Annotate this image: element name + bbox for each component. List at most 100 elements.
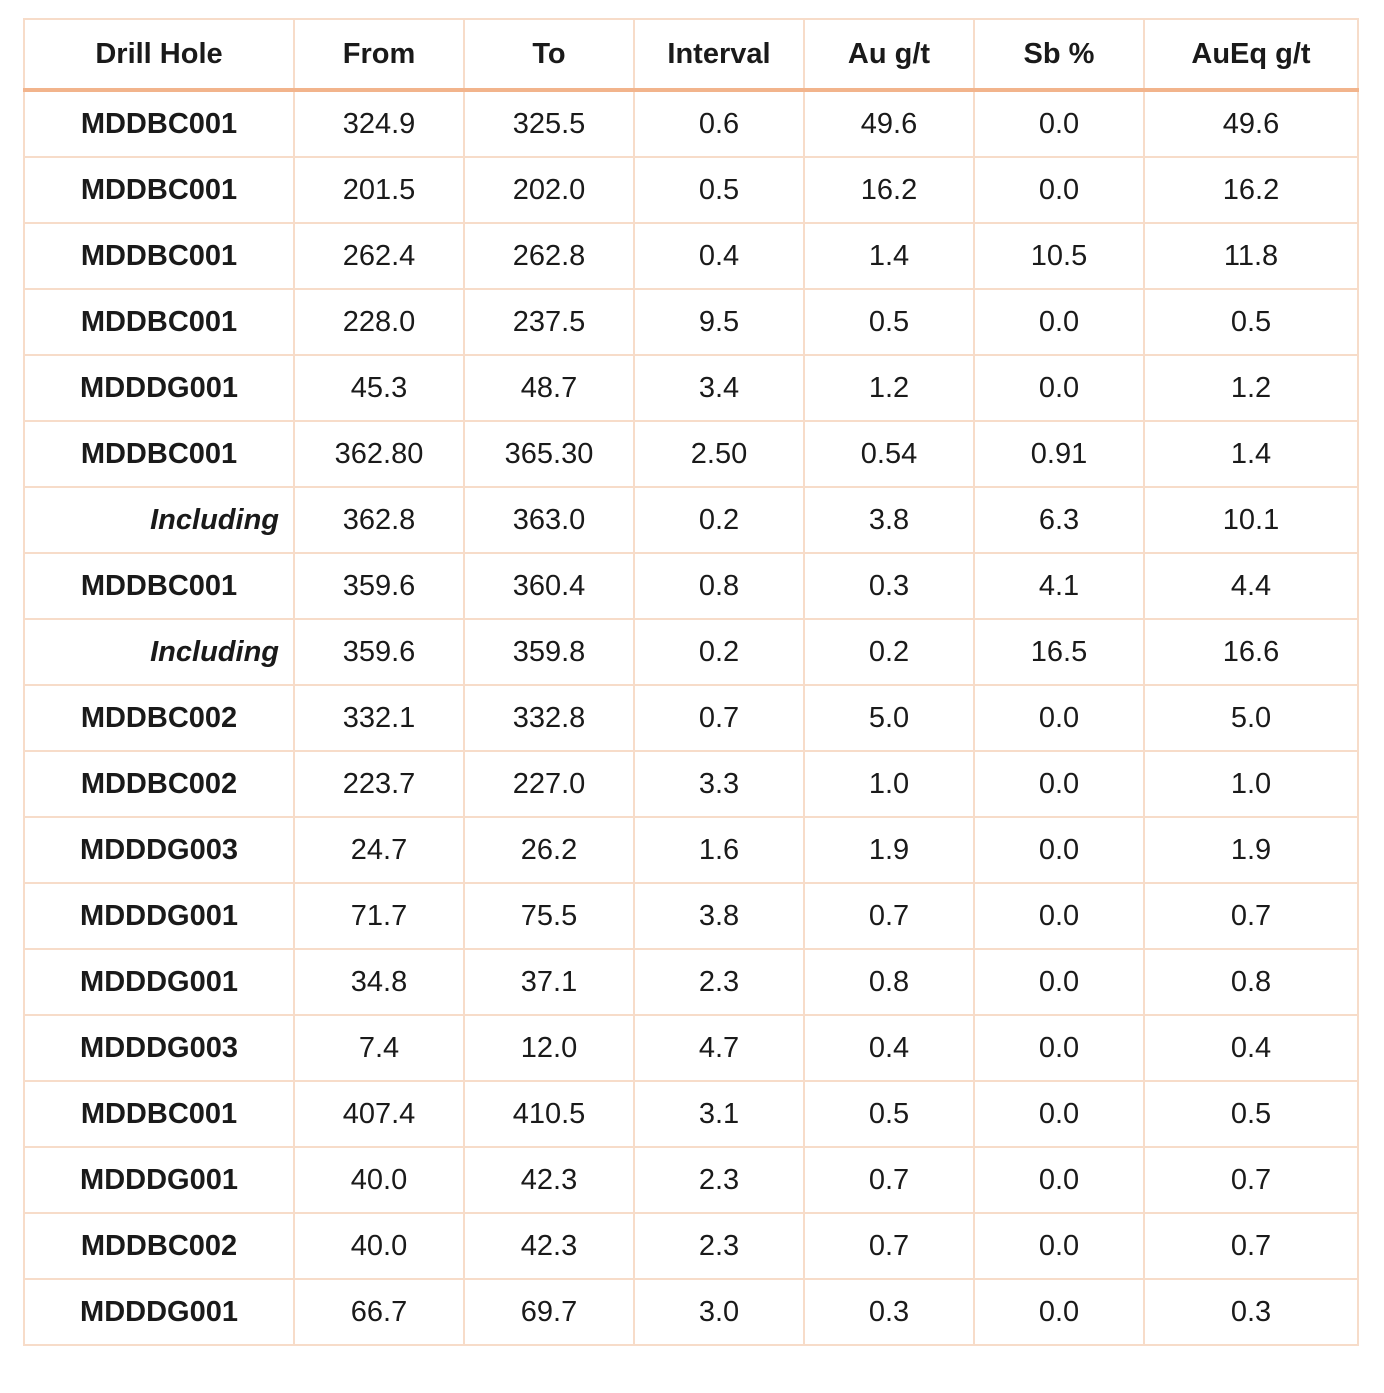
cell-drill-hole: MDDBC001	[23, 156, 295, 224]
cell-aueq: 16.2	[1143, 156, 1359, 224]
cell-au: 0.5	[803, 1080, 975, 1148]
cell-au: 0.2	[803, 618, 975, 686]
cell-from: 66.7	[293, 1278, 465, 1346]
table-row: MDDDG003 24.7 26.2 1.6 1.9 0.0 1.9	[23, 816, 1359, 884]
table-row: MDDDG001 71.7 75.5 3.8 0.7 0.0 0.7	[23, 882, 1359, 950]
cell-au: 0.3	[803, 552, 975, 620]
cell-to: 410.5	[463, 1080, 635, 1148]
cell-to: 237.5	[463, 288, 635, 356]
cell-drill-hole: MDDDG001	[23, 1278, 295, 1346]
cell-sb: 0.0	[973, 1146, 1145, 1214]
cell-from: 71.7	[293, 882, 465, 950]
cell-au: 1.9	[803, 816, 975, 884]
cell-drill-hole: MDDBC001	[23, 420, 295, 488]
cell-drill-hole: MDDDG003	[23, 816, 295, 884]
cell-interval: 3.4	[633, 354, 805, 422]
cell-au: 0.4	[803, 1014, 975, 1082]
cell-sb: 0.0	[973, 156, 1145, 224]
cell-aueq: 16.6	[1143, 618, 1359, 686]
cell-drill-hole: MDDBC002	[23, 1212, 295, 1280]
cell-drill-hole: MDDDG001	[23, 354, 295, 422]
cell-aueq: 1.4	[1143, 420, 1359, 488]
cell-from: 407.4	[293, 1080, 465, 1148]
cell-drill-hole: MDDBC001	[23, 288, 295, 356]
drill-results-table-container: Drill Hole From To Interval Au g/t Sb % …	[23, 18, 1359, 1346]
cell-aueq: 49.6	[1143, 89, 1359, 158]
cell-to: 42.3	[463, 1146, 635, 1214]
cell-interval: 3.1	[633, 1080, 805, 1148]
cell-aueq: 0.3	[1143, 1278, 1359, 1346]
cell-to: 75.5	[463, 882, 635, 950]
cell-au: 16.2	[803, 156, 975, 224]
cell-drill-hole: MDDDG001	[23, 882, 295, 950]
cell-aueq: 0.7	[1143, 882, 1359, 950]
cell-interval: 9.5	[633, 288, 805, 356]
cell-sb: 0.0	[973, 1212, 1145, 1280]
cell-aueq: 0.8	[1143, 948, 1359, 1016]
cell-aueq: 1.9	[1143, 816, 1359, 884]
table-body: MDDBC001 324.9 325.5 0.6 49.6 0.0 49.6 MDDBC001…	[23, 89, 1359, 1346]
cell-from: 223.7	[293, 750, 465, 818]
cell-from: 45.3	[293, 354, 465, 422]
cell-aueq: 0.5	[1143, 1080, 1359, 1148]
cell-au: 0.54	[803, 420, 975, 488]
cell-to: 332.8	[463, 684, 635, 752]
cell-drill-hole: MDDBC002	[23, 684, 295, 752]
cell-to: 48.7	[463, 354, 635, 422]
cell-sb: 0.0	[973, 288, 1145, 356]
cell-interval: 2.50	[633, 420, 805, 488]
cell-drill-hole: MDDBC001	[23, 89, 295, 158]
cell-sb: 0.0	[973, 750, 1145, 818]
cell-interval: 4.7	[633, 1014, 805, 1082]
table-row: MDDBC001 201.5 202.0 0.5 16.2 0.0 16.2	[23, 156, 1359, 224]
cell-aueq: 0.7	[1143, 1146, 1359, 1214]
table-row: MDDBC001 359.6 360.4 0.8 0.3 4.1 4.4	[23, 552, 1359, 620]
table-row: Including 359.6 359.8 0.2 0.2 16.5 16.6	[23, 618, 1359, 686]
cell-drill-hole: MDDBC001	[23, 552, 295, 620]
cell-interval: 0.4	[633, 222, 805, 290]
cell-au: 0.3	[803, 1278, 975, 1346]
cell-sb: 0.0	[973, 816, 1145, 884]
cell-au: 1.0	[803, 750, 975, 818]
table-row: MDDBC001 262.4 262.8 0.4 1.4 10.5 11.8	[23, 222, 1359, 290]
cell-to: 363.0	[463, 486, 635, 554]
header-to: To	[463, 18, 635, 92]
cell-from: 324.9	[293, 89, 465, 158]
cell-from: 332.1	[293, 684, 465, 752]
cell-drill-hole: Including	[23, 486, 295, 554]
cell-from: 359.6	[293, 552, 465, 620]
table-row: MDDBC001 228.0 237.5 9.5 0.5 0.0 0.5	[23, 288, 1359, 356]
table-row: MDDDG003 7.4 12.0 4.7 0.4 0.0 0.4	[23, 1014, 1359, 1082]
table-row: MDDDG001 40.0 42.3 2.3 0.7 0.0 0.7	[23, 1146, 1359, 1214]
cell-to: 227.0	[463, 750, 635, 818]
cell-interval: 3.3	[633, 750, 805, 818]
cell-to: 42.3	[463, 1212, 635, 1280]
cell-sb: 0.91	[973, 420, 1145, 488]
cell-to: 12.0	[463, 1014, 635, 1082]
cell-sb: 6.3	[973, 486, 1145, 554]
table-row: MDDBC002 40.0 42.3 2.3 0.7 0.0 0.7	[23, 1212, 1359, 1280]
cell-au: 5.0	[803, 684, 975, 752]
cell-from: 362.80	[293, 420, 465, 488]
cell-interval: 0.7	[633, 684, 805, 752]
cell-aueq: 11.8	[1143, 222, 1359, 290]
cell-aueq: 1.0	[1143, 750, 1359, 818]
table-row: MDDBC001 407.4 410.5 3.1 0.5 0.0 0.5	[23, 1080, 1359, 1148]
cell-aueq: 10.1	[1143, 486, 1359, 554]
cell-to: 37.1	[463, 948, 635, 1016]
cell-drill-hole: MDDBC001	[23, 222, 295, 290]
cell-au: 1.4	[803, 222, 975, 290]
table-row: Including 362.8 363.0 0.2 3.8 6.3 10.1	[23, 486, 1359, 554]
cell-sb: 10.5	[973, 222, 1145, 290]
cell-from: 262.4	[293, 222, 465, 290]
cell-sb: 0.0	[973, 1014, 1145, 1082]
cell-au: 0.7	[803, 1146, 975, 1214]
cell-from: 362.8	[293, 486, 465, 554]
cell-aueq: 1.2	[1143, 354, 1359, 422]
cell-to: 26.2	[463, 816, 635, 884]
cell-aueq: 0.5	[1143, 288, 1359, 356]
cell-sb: 16.5	[973, 618, 1145, 686]
cell-au: 0.7	[803, 1212, 975, 1280]
cell-drill-hole: MDDDG003	[23, 1014, 295, 1082]
cell-to: 262.8	[463, 222, 635, 290]
